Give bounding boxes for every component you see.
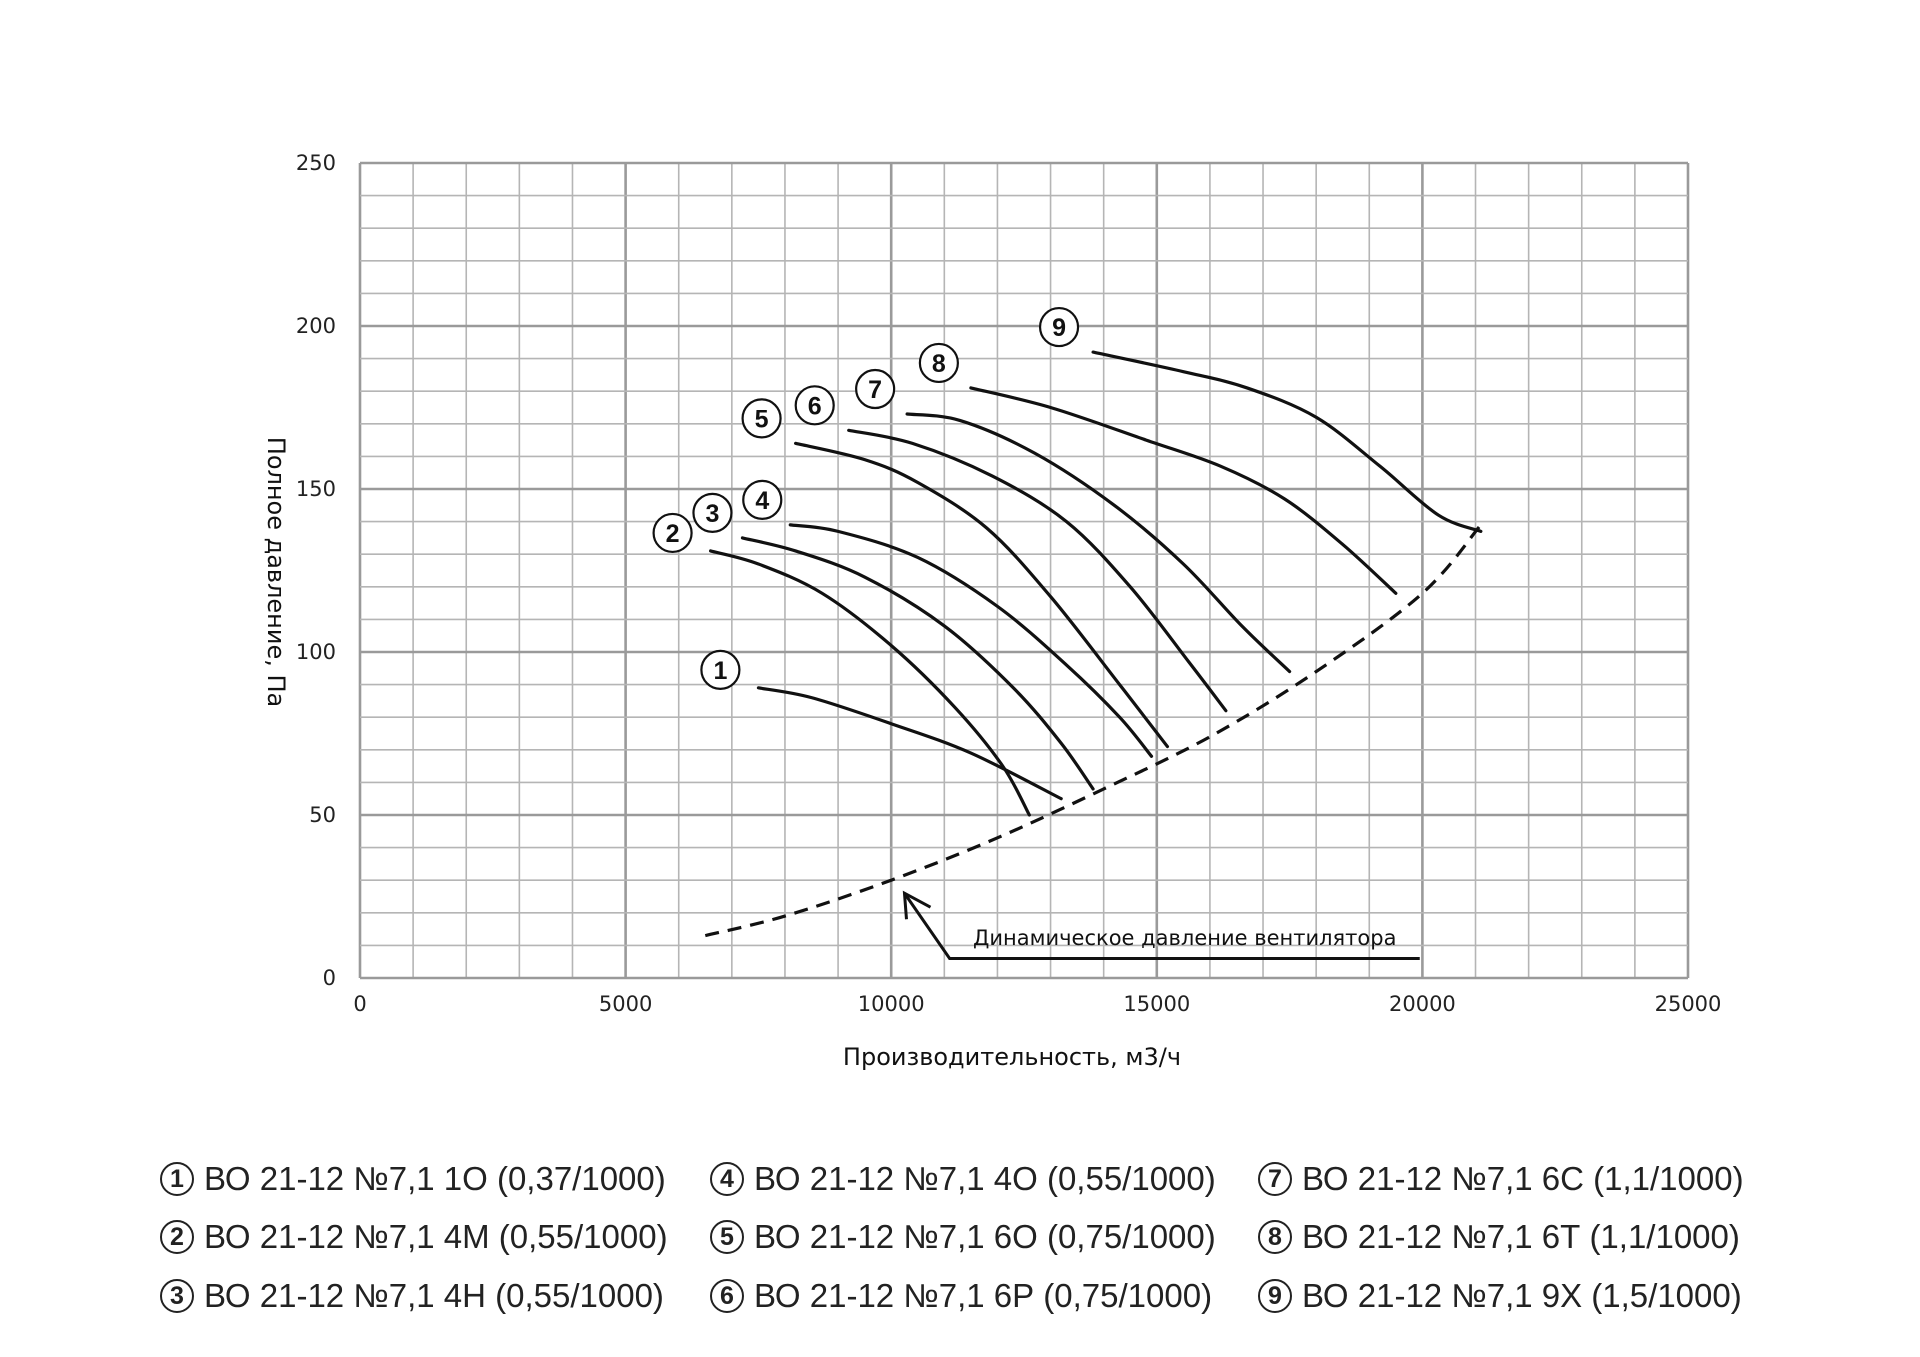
curve-marker-circle	[700, 649, 741, 690]
legend-label: ВО 21-12 №7,1 6С (1,1/1000)	[1302, 1160, 1744, 1197]
x-tick-label: 5000	[599, 992, 652, 1016]
y-tick-label: 100	[296, 640, 336, 664]
curve-marker-circle	[794, 385, 835, 426]
y-tick-label: 250	[296, 151, 336, 175]
dynamic-pressure-label: Динамическое давление вентилятора	[973, 926, 1396, 950]
legend-number-badge: 1	[160, 1162, 194, 1196]
y-tick-label: 0	[323, 966, 336, 990]
x-tick-label: 25000	[1655, 992, 1722, 1016]
fan-curve-4	[788, 523, 1154, 758]
fan-curve-1	[756, 686, 1063, 801]
y-tick-label: 150	[296, 477, 336, 501]
y-tick-label: 200	[296, 314, 336, 338]
legend-number-badge: 6	[710, 1279, 744, 1313]
y-axis-title: Полное давление, Па	[262, 437, 290, 707]
curve-marker-number: 2	[666, 520, 680, 548]
legend-item: 2 ВО 21-12 №7,1 4М (0,55/1000)	[160, 1218, 668, 1256]
curve-marker-number: 4	[755, 487, 769, 515]
curve-marker-number: 1	[713, 657, 727, 685]
x-tick-label: 0	[353, 992, 366, 1016]
curve-marker-circle	[918, 342, 959, 384]
curve-marker-number: 6	[808, 392, 822, 420]
fan-curve-5	[793, 441, 1170, 749]
dynamic-pressure-curve	[704, 523, 1483, 938]
x-tick-label: 10000	[858, 992, 925, 1016]
legend-item: 6 ВО 21-12 №7,1 6Р (0,75/1000)	[710, 1277, 1212, 1315]
legend-label: ВО 21-12 №7,1 4О (0,55/1000)	[754, 1160, 1216, 1197]
curve-marker-number: 3	[706, 500, 720, 528]
legend-item: 3 ВО 21-12 №7,1 4Н (0,55/1000)	[160, 1277, 664, 1315]
curve-marker-number: 9	[1052, 314, 1066, 342]
y-tick-label: 50	[309, 803, 336, 827]
legend-number-badge: 4	[710, 1162, 744, 1196]
curve-marker-circle	[652, 512, 693, 554]
legend-label: ВО 21-12 №7,1 6О (0,75/1000)	[754, 1218, 1216, 1255]
legend-item: 8 ВО 21-12 №7,1 6Т (1,1/1000)	[1258, 1218, 1740, 1256]
curve-marker-circle	[742, 479, 783, 520]
legend-item: 9 ВО 21-12 №7,1 9Х (1,5/1000)	[1258, 1277, 1742, 1315]
fan-curve-3	[740, 536, 1095, 791]
legend-number-badge: 3	[160, 1279, 194, 1313]
legend-item: 5 ВО 21-12 №7,1 6О (0,75/1000)	[710, 1218, 1216, 1256]
curve-marker-circle	[692, 492, 733, 534]
fan-curve-2	[708, 549, 1031, 817]
legend-label: ВО 21-12 №7,1 4М (0,55/1000)	[204, 1218, 668, 1255]
legend-item: 7 ВО 21-12 №7,1 6С (1,1/1000)	[1258, 1160, 1744, 1198]
legend-number-badge: 9	[1258, 1279, 1292, 1313]
x-tick-label: 15000	[1123, 992, 1190, 1016]
legend-number-badge: 8	[1258, 1220, 1292, 1254]
legend-label: ВО 21-12 №7,1 1О (0,37/1000)	[204, 1160, 666, 1197]
annotation-leader-line	[903, 892, 1420, 960]
fan-curve-8	[969, 386, 1398, 595]
dynamic-pressure-annotation: Динамическое давление вентилятора	[902, 890, 1420, 960]
legend-label: ВО 21-12 №7,1 6Р (0,75/1000)	[754, 1277, 1213, 1314]
annotation-arrowhead	[902, 890, 932, 920]
fan-curve-6	[847, 428, 1228, 713]
legend-label: ВО 21-12 №7,1 9Х (1,5/1000)	[1302, 1277, 1742, 1314]
x-axis-title: Производительность, м3/ч	[843, 1043, 1181, 1071]
fan-curve-9	[1091, 350, 1483, 533]
legend-label: ВО 21-12 №7,1 4Н (0,55/1000)	[204, 1277, 664, 1314]
legend-item: 1 ВО 21-12 №7,1 1О (0,37/1000)	[160, 1160, 666, 1198]
legend-number-badge: 7	[1258, 1162, 1292, 1196]
legend-number-badge: 2	[160, 1220, 194, 1254]
chart-grid	[358, 161, 1690, 980]
curve-marker-number: 5	[755, 405, 769, 433]
curve-marker-circle	[855, 368, 896, 410]
curve-marker-number: 7	[868, 376, 882, 404]
curve-marker-number: 8	[932, 350, 946, 378]
x-tick-label: 20000	[1389, 992, 1456, 1016]
fan-curve-7	[905, 412, 1292, 674]
legend-number-badge: 5	[710, 1220, 744, 1254]
curve-marker-circle	[741, 398, 782, 439]
axis-ticks: 0 5000 10000 15000 20000 25000 0 50 100 150 200 250	[296, 151, 1722, 1016]
legend-label: ВО 21-12 №7,1 6Т (1,1/1000)	[1302, 1218, 1740, 1255]
fan-curves	[704, 350, 1483, 938]
curve-marker-circle	[1038, 306, 1080, 348]
legend-item: 4 ВО 21-12 №7,1 4О (0,55/1000)	[710, 1160, 1216, 1198]
